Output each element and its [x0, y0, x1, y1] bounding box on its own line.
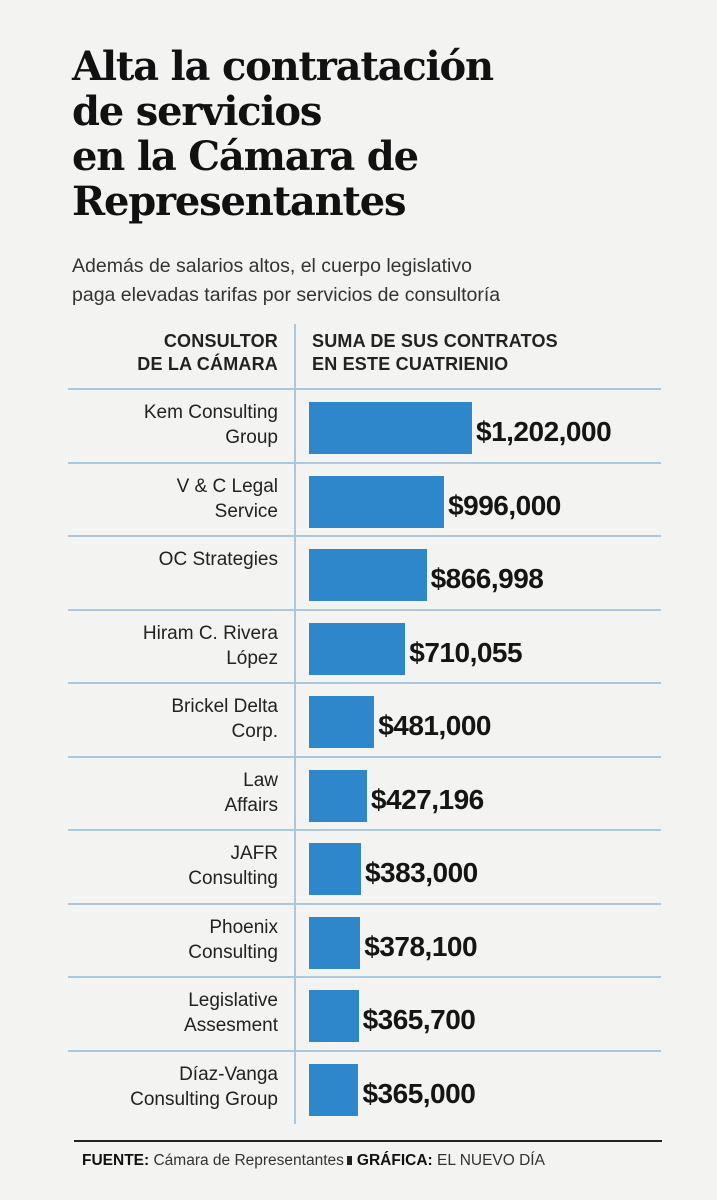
- value-label: $365,700: [362, 1004, 476, 1035]
- category-label-line: OC Strategies: [158, 549, 278, 570]
- footer-rule: [74, 1140, 662, 1142]
- category-label-line: Assesment: [184, 1015, 278, 1036]
- separator-dot: [346, 1155, 352, 1165]
- title-line: en la Cámara de: [72, 133, 419, 180]
- row-separator: [68, 902, 661, 905]
- category-label-line: Phoenix: [209, 916, 278, 938]
- graphic-label: GRÁFICA:: [356, 1152, 433, 1169]
- row-separator: [68, 829, 661, 831]
- chart-subtitle: Además de salarios altos, el cuerpo legi…: [72, 252, 672, 310]
- column-divider: [294, 324, 296, 1124]
- row-separator: [68, 388, 661, 390]
- bar: [309, 843, 361, 895]
- subtitle-line: Además de salarios altos, el cuerpo legi…: [72, 255, 472, 277]
- bar: [309, 622, 406, 675]
- chart-title: Alta la contratación de servicios en la …: [72, 44, 692, 224]
- category-label-line: V & C Legal: [176, 475, 278, 497]
- category-label-line: Law: [243, 769, 278, 791]
- source-text: Cámara de Representantes: [153, 1152, 344, 1169]
- value-label: $383,000: [364, 857, 478, 888]
- bar: [309, 769, 367, 822]
- column-header-line: CONSULTOR: [163, 331, 278, 351]
- source-label: FUENTE:: [82, 1152, 150, 1169]
- value-label: $710,055: [409, 636, 523, 668]
- column-header-contracts: SUMA DE SUS CONTRATOS EN ESTE CUATRIENIO: [312, 330, 652, 376]
- category-label: Legislative Assesment: [60, 988, 278, 1038]
- value-label: $1,202,000: [476, 416, 612, 447]
- category-label: Brickel Delta Corp.: [60, 694, 278, 744]
- row-separator: [68, 755, 661, 758]
- footer: FUENTE: Cámara de Representantes GRÁFICA:…: [82, 1152, 682, 1170]
- value-label: $866,998: [430, 563, 544, 594]
- bar: [309, 402, 472, 454]
- bar: [309, 696, 375, 748]
- category-label: V & C Legal Service: [60, 474, 278, 524]
- category-label-line: Consulting: [188, 868, 278, 889]
- column-header-consultant: CONSULTOR DE LA CÁMARA: [60, 330, 278, 376]
- row-separator: [68, 682, 661, 684]
- category-label: Hiram C. Rivera López: [60, 621, 278, 671]
- value-label: $365,000: [362, 1077, 476, 1109]
- value-label: $996,000: [448, 489, 561, 521]
- category-label-line: Hiram C. Rivera: [142, 622, 278, 644]
- category-label: Phoenix Consulting: [60, 915, 278, 965]
- category-label-line: Corp.: [231, 721, 278, 742]
- category-label-line: Group: [225, 427, 278, 448]
- subtitle-line: paga elevadas tarifas por servicios de c…: [72, 284, 501, 306]
- row-separator: [68, 976, 661, 978]
- bar: [309, 549, 427, 601]
- category-label: Kem Consulting Group: [60, 400, 278, 450]
- category-label: OC Strategies: [60, 547, 278, 572]
- bar: [309, 1063, 359, 1116]
- category-label: Law Affairs: [60, 768, 278, 818]
- bar: [309, 990, 359, 1042]
- value-label: $427,196: [370, 783, 484, 815]
- row-separator: [68, 608, 661, 611]
- category-label-line: Consulting: [188, 941, 278, 963]
- column-header-line: DE LA CÁMARA: [137, 354, 278, 374]
- row-separator: [68, 1049, 661, 1052]
- value-label: $378,100: [364, 930, 478, 962]
- title-line: Alta la contratación: [72, 43, 494, 90]
- category-label-line: Kem Consulting: [143, 402, 278, 423]
- value-label: $481,000: [378, 710, 492, 741]
- category-label-line: Service: [214, 500, 278, 522]
- category-label-line: Consulting Group: [130, 1088, 278, 1110]
- category-label-line: Legislative: [188, 990, 278, 1011]
- column-header-line: EN ESTE CUATRIENIO: [312, 354, 509, 374]
- category-label-line: Brickel Delta: [171, 696, 278, 717]
- title-line: de servicios: [72, 88, 322, 135]
- column-header-line: SUMA DE SUS CONTRATOS: [312, 331, 558, 351]
- category-label-line: Díaz-Vanga: [179, 1063, 278, 1085]
- title-line: Representantes: [72, 178, 407, 225]
- category-label-line: Affairs: [224, 794, 278, 816]
- graphic-credit: EL NUEVO DÍA: [437, 1152, 545, 1169]
- bar: [309, 916, 361, 969]
- category-label-line: JAFR: [230, 843, 279, 864]
- category-label: JAFR Consulting: [60, 841, 278, 891]
- row-separator: [68, 535, 661, 537]
- category-label-line: López: [226, 647, 278, 669]
- category-label: Díaz-Vanga Consulting Group: [60, 1062, 278, 1112]
- row-separator: [68, 461, 661, 464]
- bar: [309, 475, 445, 528]
